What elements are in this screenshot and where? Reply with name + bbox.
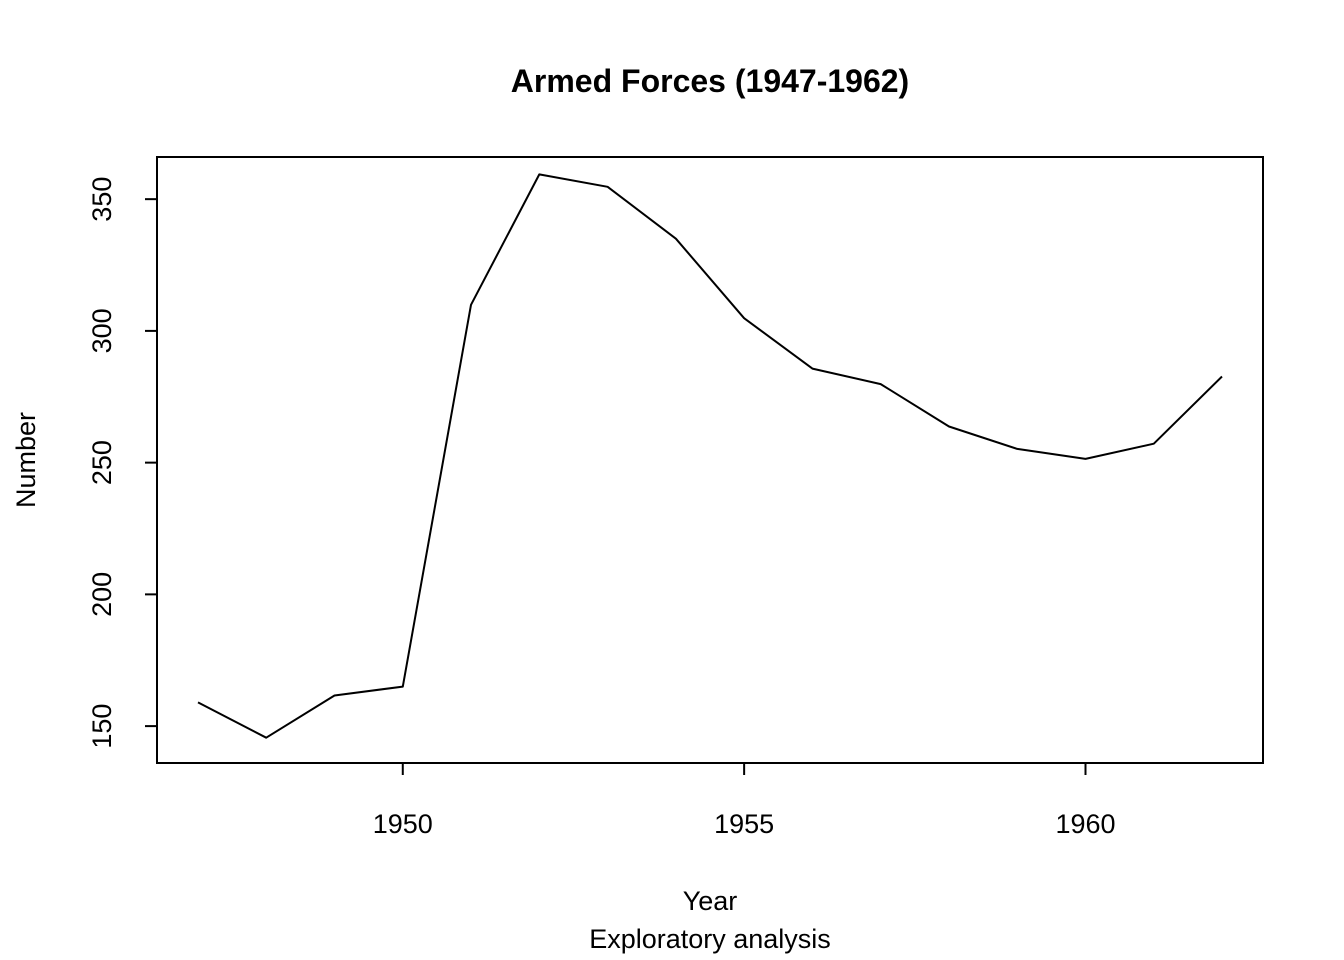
x-tick-label: 1955 — [714, 809, 774, 839]
series-line — [197, 173, 1223, 739]
y-tick-label: 300 — [87, 308, 117, 353]
series-layer — [197, 173, 1223, 739]
plot-frame — [156, 156, 1264, 764]
y-tick-label: 350 — [87, 177, 117, 222]
y-tick-label: 200 — [87, 572, 117, 617]
chart-subtitle: Exploratory analysis — [589, 924, 831, 954]
chart-title: Armed Forces (1947-1962) — [511, 63, 909, 99]
x-tick-label: 1950 — [373, 809, 433, 839]
y-tick-label: 150 — [87, 704, 117, 749]
y-axis: 150 200 250 300 350 — [87, 177, 158, 749]
y-tick-label: 250 — [87, 440, 117, 485]
x-axis-label: Year — [683, 886, 738, 916]
y-axis-label: Number — [11, 412, 41, 508]
x-axis: 1950 1955 1960 — [373, 762, 1116, 839]
x-tick-label: 1960 — [1055, 809, 1115, 839]
